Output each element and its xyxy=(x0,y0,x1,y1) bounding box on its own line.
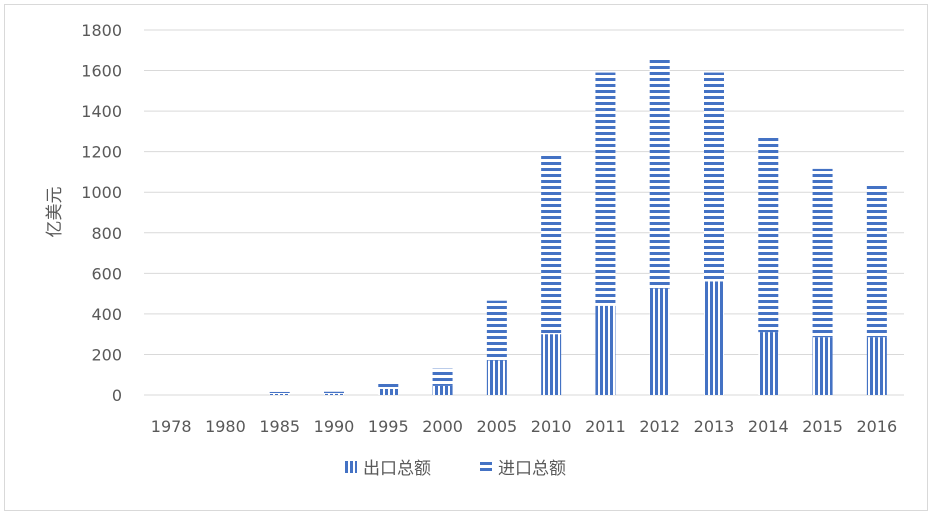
y-tick-label: 1000 xyxy=(81,183,122,202)
x-tick-label: 2011 xyxy=(585,417,626,436)
x-tick-label: 1980 xyxy=(205,417,246,436)
y-tick-label: 1800 xyxy=(81,21,122,40)
x-tick-label: 1990 xyxy=(314,417,355,436)
bar-export xyxy=(866,337,887,395)
bar-import xyxy=(812,168,833,338)
bar-export xyxy=(432,385,453,395)
bar-export xyxy=(595,305,616,395)
x-tick-label: 2014 xyxy=(748,417,789,436)
bar-export xyxy=(758,332,779,395)
bar-import xyxy=(541,153,562,335)
y-tick-label: 1600 xyxy=(81,62,122,81)
y-axis-ticks: 0 200 400 600 800 1000 1200 1400 1600 1800 xyxy=(81,21,122,405)
bar-export xyxy=(378,388,399,395)
bar-export xyxy=(486,360,507,395)
y-tick-label: 800 xyxy=(91,224,122,243)
y-tick-label: 600 xyxy=(91,264,122,283)
x-tick-label: 2000 xyxy=(422,417,463,436)
bar-import xyxy=(758,135,779,333)
bar-export xyxy=(704,281,724,395)
legend-label: 出口总额 xyxy=(363,459,431,479)
x-tick-label: 2010 xyxy=(531,417,572,436)
legend-swatch xyxy=(345,461,357,473)
bars xyxy=(269,59,887,395)
x-tick-label: 2012 xyxy=(639,417,680,436)
bar-import xyxy=(432,368,453,386)
x-tick-label: 2005 xyxy=(476,417,517,436)
y-tick-label: 400 xyxy=(91,305,122,324)
y-axis-label: 亿美元 xyxy=(45,187,65,238)
bar-export xyxy=(324,393,344,395)
x-tick-label: 2016 xyxy=(856,417,897,436)
y-tick-label: 200 xyxy=(91,345,122,364)
legend-label: 进口总额 xyxy=(498,459,566,479)
bar-import xyxy=(704,72,724,282)
y-tick-label: 1400 xyxy=(81,102,122,121)
bar-export xyxy=(812,337,833,395)
bar-import xyxy=(378,383,399,389)
bar-import xyxy=(649,59,670,289)
legend-swatch xyxy=(480,461,492,473)
y-tick-label: 0 xyxy=(112,386,122,405)
x-tick-label: 1985 xyxy=(259,417,300,436)
x-axis-ticks: 1978 1980 1985 1990 1995 2000 2005 2010 2011 2012… xyxy=(151,417,897,436)
gridlines xyxy=(144,29,904,396)
bar-import xyxy=(324,391,344,394)
bar-import xyxy=(595,72,616,306)
bar-export xyxy=(649,288,670,395)
bar-export xyxy=(541,334,562,395)
bar-export xyxy=(269,393,290,395)
bar-import xyxy=(486,300,507,361)
y-tick-label: 1200 xyxy=(81,143,122,162)
x-tick-label: 1978 xyxy=(151,417,192,436)
x-tick-label: 2013 xyxy=(694,417,735,436)
legend: 出口总额 进口总额 xyxy=(345,459,566,479)
x-tick-label: 1995 xyxy=(368,417,409,436)
x-tick-label: 2015 xyxy=(802,417,843,436)
bar-import xyxy=(269,391,290,394)
bar-import xyxy=(866,183,887,338)
